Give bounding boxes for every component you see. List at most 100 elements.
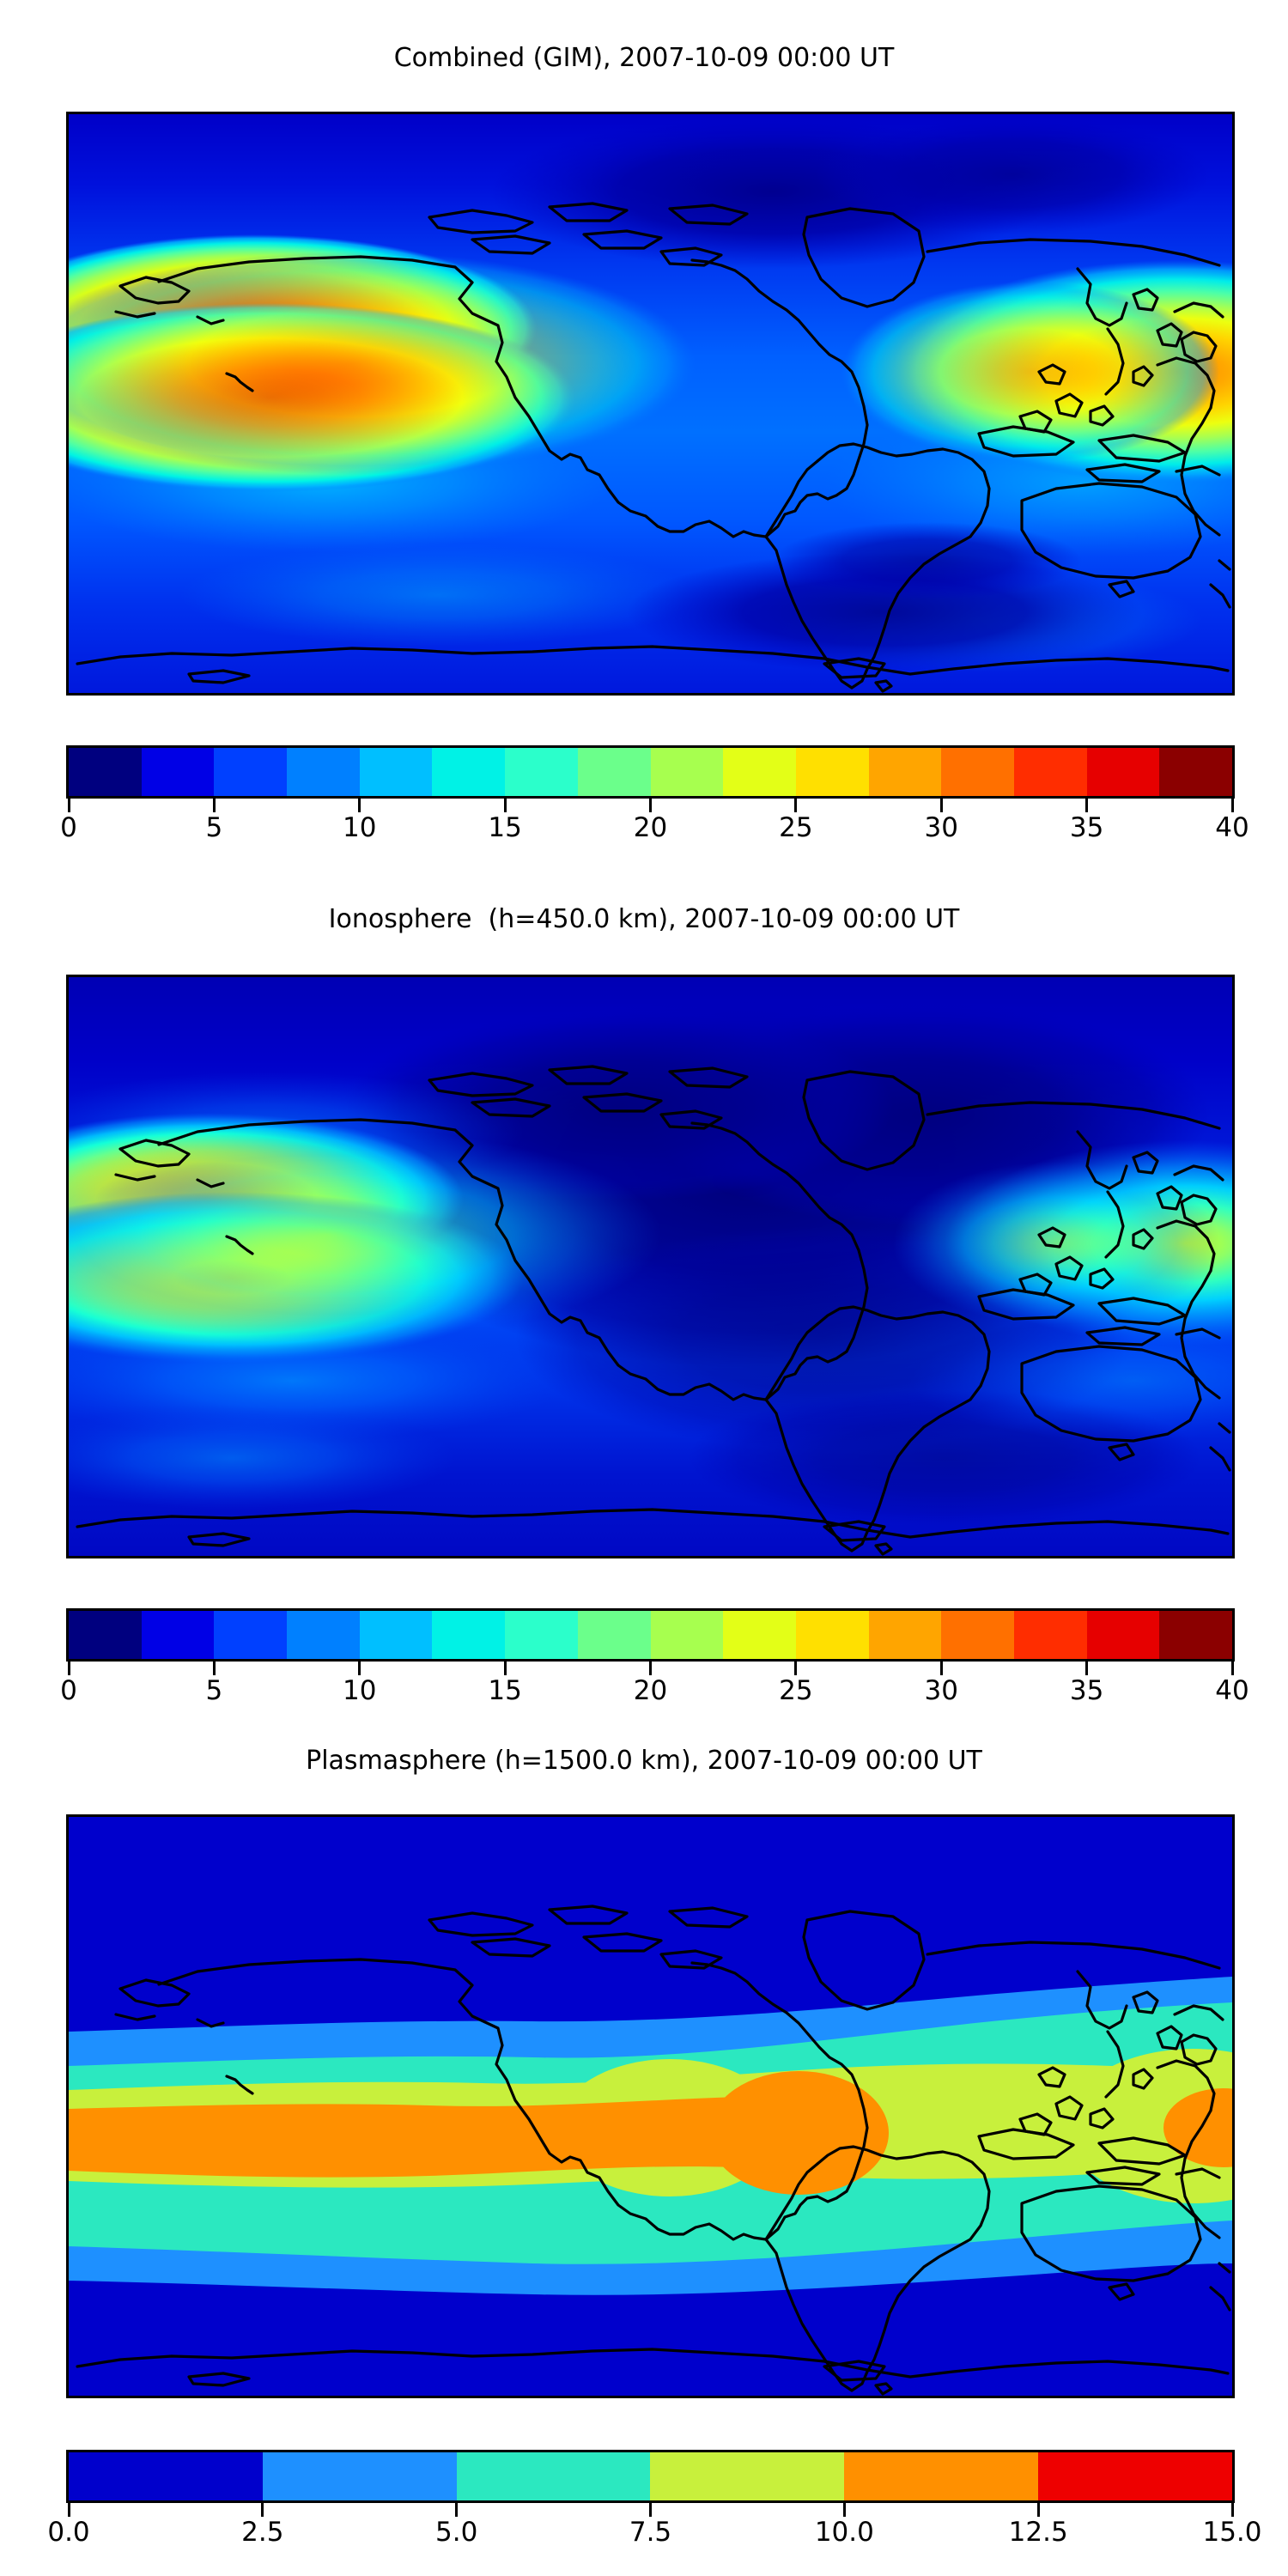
colorbar-tick-label: 0.0 (47, 2517, 90, 2548)
colorbar-tick (842, 2503, 846, 2517)
colorbar-tick-label: 15 (488, 1675, 522, 1706)
colorbar-segment (214, 1611, 288, 1659)
colorbar-tick (503, 799, 507, 812)
colorbar-segment (1159, 1611, 1232, 1659)
colorbar-segment (941, 748, 1014, 796)
colorbar-tick-label: 30 (924, 1675, 958, 1706)
colorbar-tick-label: 30 (924, 812, 958, 843)
colorbar-tick (794, 799, 798, 812)
colorbar-segment (1086, 1611, 1160, 1659)
map-canvas-plasmasphere (69, 1817, 1232, 2396)
colorbar-tick (358, 799, 361, 812)
colorbar-segment (650, 748, 724, 796)
colorbar-segment (577, 1611, 651, 1659)
map-combined-gim (66, 112, 1235, 696)
colorbar-segment (214, 748, 288, 796)
colorbar-segment (287, 748, 360, 796)
colorbar-tick (455, 2503, 459, 2517)
colorbar-tick-label: 5.0 (435, 2517, 478, 2548)
colorbar-segment (1159, 748, 1232, 796)
map-canvas-combined-gim (69, 114, 1232, 693)
colorbar-tick-label: 10 (343, 1675, 377, 1706)
colorbar-segment (359, 748, 433, 796)
colorbar-segment (1013, 748, 1087, 796)
colorbar-tick (67, 1662, 70, 1675)
colorbar-segment (69, 748, 142, 796)
colorbar-tick (67, 2503, 70, 2517)
colorbar-tick (212, 799, 216, 812)
colorbar-tick-label: 10.0 (814, 2517, 874, 2548)
colorbar-tick-label: 7.5 (629, 2517, 672, 2548)
colorbar-plasmasphere: 0.0 2.5 5.0 7.5 10.0 12.5 15.0 (47, 2450, 1262, 2553)
colorbar-segment (723, 748, 796, 796)
colorbar-tick-label: 0 (60, 1675, 77, 1706)
colorbar-ticks-2 (66, 1662, 1235, 1675)
colorbar-tick-label: 15 (488, 812, 522, 843)
colorbar-ticks-3 (66, 2503, 1235, 2517)
colorbar-segment (577, 748, 651, 796)
colorbar-tick (649, 2503, 652, 2517)
coastlines-ionosphere (76, 1065, 1231, 1556)
panel-title-combined-gim: Combined (GIM), 2007-10-09 00:00 UT (393, 43, 895, 73)
colorbar-ticks-1 (66, 799, 1235, 812)
map-ionosphere (66, 975, 1235, 1558)
colorbar-gradient-2 (66, 1608, 1235, 1662)
colorbar-gradient-1 (66, 745, 1235, 799)
panel-combined-gim: Combined (GIM), 2007-10-09 00:00 UT (0, 0, 1288, 863)
colorbar-segment (287, 1611, 360, 1659)
colorbar-tick-label: 35 (1069, 1675, 1104, 1706)
colorbar-segment (868, 1611, 942, 1659)
map-canvas-ionosphere (69, 977, 1232, 1556)
colorbar-tick (261, 2503, 264, 2517)
colorbar-segment (141, 1611, 215, 1659)
colorbar-tick (794, 1662, 798, 1675)
colorbar-segment (868, 748, 942, 796)
colorbar-segment (795, 1611, 869, 1659)
colorbar-tick (939, 799, 943, 812)
colorbar-tick-label: 0 (60, 812, 77, 843)
map-plasmasphere (66, 1814, 1235, 2398)
colorbar-ionosphere: 0 5 10 15 20 25 30 35 40 (60, 1608, 1249, 1711)
colorbar-segment (723, 1611, 796, 1659)
coastlines-plasmasphere (76, 1905, 1231, 2396)
colorbar-segment (456, 2452, 651, 2500)
colorbar-segment (69, 1611, 142, 1659)
colorbar-tick (503, 1662, 507, 1675)
colorbar-tick (358, 1662, 361, 1675)
plasmasphere-bands (69, 1817, 1232, 2396)
colorbar-segment (650, 2452, 845, 2500)
colorbar-segment (1086, 748, 1160, 796)
colorbar-tick-label: 5 (205, 1675, 223, 1706)
coastlines-eastern (926, 238, 1231, 609)
colorbar-tick-label: 10 (343, 812, 377, 843)
colorbar-segment (505, 1611, 578, 1659)
colorbar-segment (1038, 2452, 1232, 2500)
colorbar-tick-label: 15.0 (1202, 2517, 1262, 2548)
colorbar-tick (649, 1662, 652, 1675)
colorbar-combined-gim: 0 5 10 15 20 25 30 35 40 (60, 745, 1249, 848)
colorbar-tick (67, 799, 70, 812)
colorbar-labels-2: 0 5 10 15 20 25 30 35 40 (60, 1675, 1249, 1711)
colorbar-tick (1085, 1662, 1089, 1675)
colorbar-segment (650, 1611, 724, 1659)
colorbar-segment (69, 2452, 263, 2500)
colorbar-tick-label: 35 (1069, 812, 1104, 843)
colorbar-tick (1036, 2503, 1040, 2517)
colorbar-segment (941, 1611, 1014, 1659)
colorbar-tick-label: 20 (633, 1675, 668, 1706)
colorbar-tick (212, 1662, 216, 1675)
colorbar-segment (141, 748, 215, 796)
colorbar-tick-label: 40 (1215, 812, 1249, 843)
colorbar-segment (432, 748, 506, 796)
colorbar-segment (844, 2452, 1039, 2500)
colorbar-tick-label: 5 (205, 812, 223, 843)
colorbar-segment (505, 748, 578, 796)
panel-ionosphere: Ionosphere (h=450.0 km), 2007-10-09 00:0… (0, 863, 1288, 1730)
colorbar-tick (1230, 799, 1234, 812)
colorbar-tick (1230, 1662, 1234, 1675)
colorbar-tick-label: 2.5 (241, 2517, 284, 2548)
colorbar-tick-label: 25 (779, 1675, 813, 1706)
colorbar-tick (939, 1662, 943, 1675)
colorbar-segment (262, 2452, 457, 2500)
